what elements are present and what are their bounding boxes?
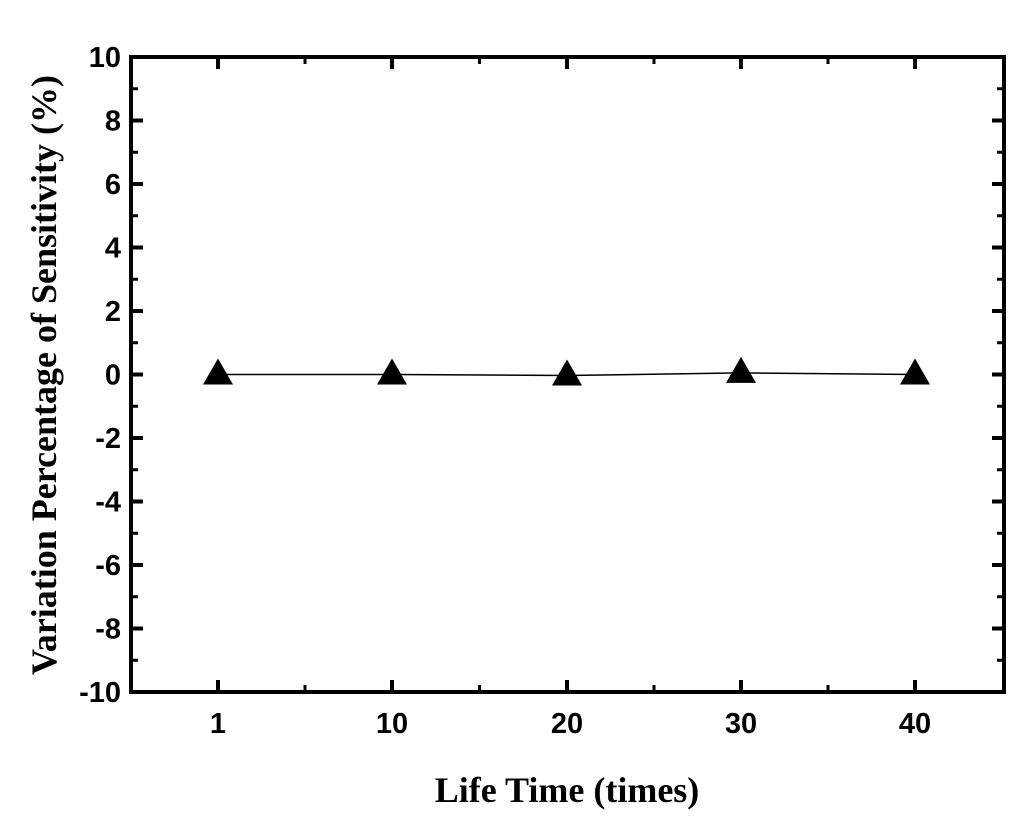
y-tick-label: -8 xyxy=(95,614,121,646)
x-tick-label: 10 xyxy=(376,708,408,740)
y-tick-label: 4 xyxy=(105,233,121,265)
y-axis-title: Variation Percentage of Sensitivity (%) xyxy=(24,75,64,675)
x-tick-label: 1 xyxy=(210,708,226,740)
data-point-triangle xyxy=(203,358,233,385)
x-tick-label: 20 xyxy=(551,708,583,740)
y-tick-labels: -10 -8 -6 -4 -2 0 2 4 6 8 10 xyxy=(79,42,121,709)
y-tick-label: 8 xyxy=(105,106,121,138)
y-tick-label: -10 xyxy=(79,677,121,709)
y-tick-label: 0 xyxy=(105,360,121,392)
ticks xyxy=(131,55,1004,694)
y-tick-label: -4 xyxy=(95,487,121,519)
y-tick-label: -2 xyxy=(95,423,121,455)
y-tick-label: 6 xyxy=(105,169,121,201)
x-axis-title: Life Time (times) xyxy=(435,770,700,810)
x-tick-labels: 1 10 20 30 40 xyxy=(210,708,931,740)
data-point-triangle xyxy=(377,358,407,385)
data-point-triangle xyxy=(726,356,756,383)
x-tick-label: 30 xyxy=(725,708,757,740)
data-point-triangle xyxy=(900,358,930,385)
x-tick-label: 40 xyxy=(899,708,931,740)
y-tick-label: 10 xyxy=(89,42,121,74)
series xyxy=(203,356,930,386)
data-point-triangle xyxy=(552,359,582,386)
y-tick-label: 2 xyxy=(105,296,121,328)
y-tick-label: -6 xyxy=(95,550,121,582)
